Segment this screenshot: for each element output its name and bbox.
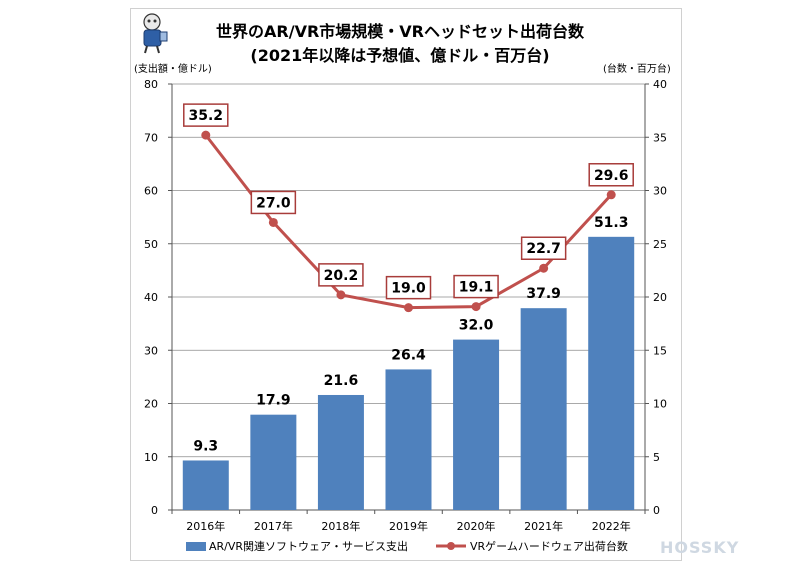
bar (520, 308, 567, 510)
line-label-box (183, 103, 229, 127)
line-data-label: 35.2 (189, 108, 224, 124)
left-tick-label: 40 (144, 291, 158, 304)
bar (385, 369, 432, 510)
left-tick-label: 80 (144, 78, 158, 91)
watermark-logo: HOSSKY (660, 538, 740, 557)
x-tick-label: 2021年 (524, 519, 563, 533)
x-tick-label: 2017年 (254, 519, 293, 533)
left-tick-label: 50 (144, 238, 158, 251)
line-data-label: 20.2 (324, 268, 359, 284)
right-tick-label: 40 (653, 78, 667, 91)
bar-data-label: 17.9 (256, 393, 291, 409)
x-tick-label: 2019年 (389, 519, 428, 533)
left-tick-label: 10 (144, 451, 158, 464)
bar (588, 236, 635, 510)
bar (317, 394, 364, 510)
right-tick-label: 0 (653, 504, 660, 517)
left-tick-label: 0 (151, 504, 158, 517)
chart-title: 世界のAR/VR市場規模・VRヘッドセット出荷台数 (216, 22, 584, 41)
right-tick-label: 20 (653, 291, 667, 304)
line-label-box (385, 275, 432, 300)
left-tick-label: 20 (144, 398, 158, 411)
line-point (404, 303, 413, 313)
right-tick-label: 35 (653, 131, 667, 144)
left-axis-unit: (支出額・億ドル) (134, 64, 212, 75)
x-tick-label: 2016年 (186, 519, 225, 533)
right-tick-label: 25 (653, 238, 667, 251)
line-data-label: 29.6 (594, 168, 629, 184)
line-data-label: 19.0 (391, 281, 426, 297)
bar (453, 339, 500, 510)
line-point (539, 263, 549, 273)
bar-data-label: 26.4 (391, 347, 426, 363)
bar-data-label: 37.9 (526, 286, 561, 302)
line-data-label: 27.0 (256, 195, 291, 211)
right-tick-label: 30 (653, 185, 667, 198)
bar-data-label: 51.3 (594, 215, 629, 231)
bar-data-label: 32.0 (459, 318, 494, 334)
bar (250, 414, 297, 510)
line-label-box (318, 263, 364, 287)
legend-line-marker (447, 542, 455, 550)
bar-data-label: 21.6 (324, 373, 359, 389)
line-point (201, 130, 211, 140)
legend-bar-swatch (186, 542, 206, 551)
right-axis-unit: (台数・百万台) (603, 64, 671, 75)
chart-subtitle: (2021年以降は予想値、億ドル・百万台) (250, 46, 550, 65)
line-data-label: 22.7 (526, 241, 561, 257)
bar (182, 460, 229, 510)
line-label-box (250, 190, 297, 215)
left-tick-label: 60 (144, 185, 158, 198)
right-tick-label: 5 (653, 451, 660, 464)
line-point (471, 302, 481, 312)
line-point (268, 217, 278, 227)
legend-line-label: VRゲームハードウェア出荷台数 (470, 539, 628, 553)
line-point (336, 290, 346, 300)
x-tick-label: 2022年 (592, 519, 631, 533)
mascot-logo-icon (143, 13, 168, 54)
x-tick-label: 2020年 (457, 519, 496, 533)
left-tick-label: 30 (144, 344, 158, 357)
line-label-box (453, 274, 499, 299)
line-label-box (520, 236, 567, 260)
right-tick-label: 10 (653, 398, 667, 411)
line-label-box (588, 163, 634, 187)
bar-data-label: 9.3 (193, 438, 218, 454)
line-data-label: 19.1 (459, 280, 494, 296)
line-point (606, 190, 616, 200)
right-tick-label: 15 (653, 344, 667, 357)
x-tick-label: 2018年 (321, 519, 360, 533)
legend-bar-label: AR/VR関連ソフトウェア・サービス支出 (209, 539, 408, 553)
left-tick-label: 70 (144, 131, 158, 144)
chart-frame (130, 8, 682, 561)
